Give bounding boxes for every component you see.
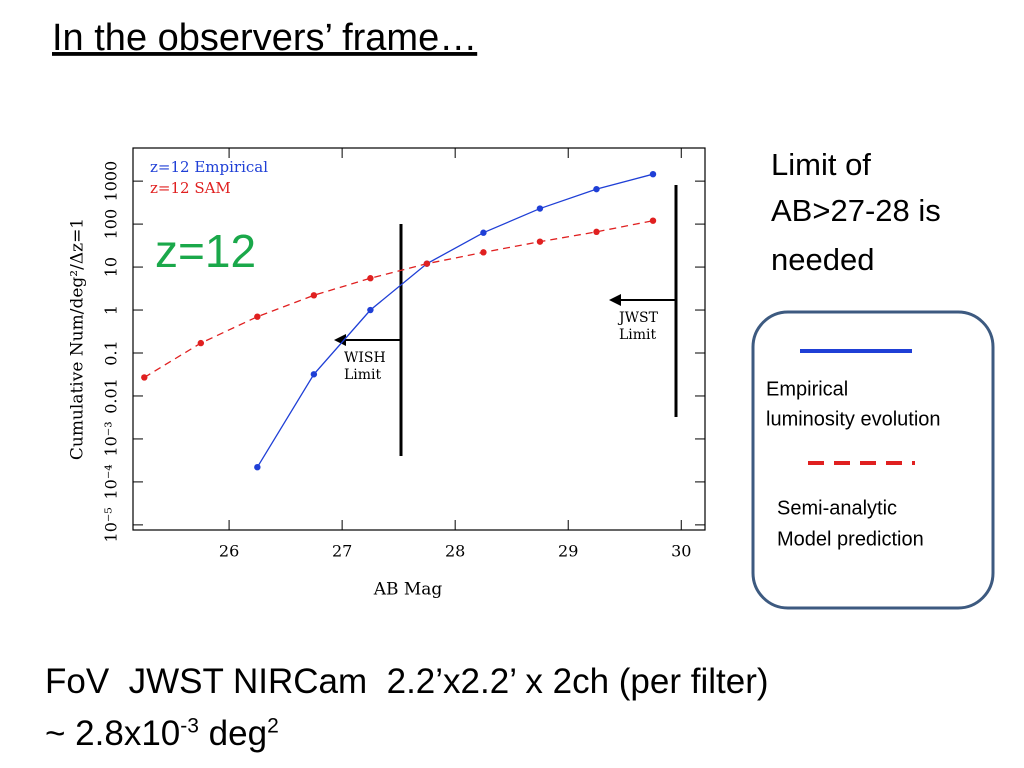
- footer-text: deg: [198, 714, 268, 753]
- x-axis-label: AB Mag: [373, 580, 443, 600]
- data-point: [480, 229, 487, 236]
- plot-frame: [132, 147, 706, 531]
- limit-label: WISH: [344, 350, 386, 366]
- y-tick-label: 10⁻⁵: [102, 507, 121, 542]
- series-line: [143, 220, 654, 378]
- data-point: [310, 371, 318, 378]
- legend-text: Semi-analytic: [777, 497, 897, 519]
- legend-box: [751, 310, 995, 610]
- limit-label: Limit: [344, 367, 382, 383]
- x-tick-label: 30: [671, 542, 691, 561]
- footer-text: ~ 2.8x10: [45, 714, 181, 753]
- limit-label: Limit: [619, 327, 657, 343]
- data-point: [536, 205, 544, 212]
- y-tick-label: 10: [102, 257, 121, 277]
- side-note: needed: [771, 242, 874, 277]
- data-point: [254, 463, 261, 471]
- x-tick-label: 29: [558, 542, 578, 561]
- legend-entry: z=12 SAM: [150, 179, 231, 197]
- footer-sup: -3: [180, 714, 199, 738]
- data-point: [593, 185, 600, 193]
- slide-title: In the observers’ frame…: [52, 17, 477, 59]
- wish-arrowhead: [334, 334, 346, 346]
- x-tick-label: 28: [445, 542, 465, 561]
- jwst-arrowhead: [609, 294, 621, 306]
- data-point: [593, 228, 600, 236]
- data-point: [367, 306, 374, 314]
- annotation: z=12: [155, 225, 256, 277]
- y-tick-label: 10⁻³: [102, 421, 121, 456]
- y-axis-label: Cumulative Num/deg²/Δz=1: [68, 218, 88, 460]
- footer-sup: 2: [267, 714, 279, 738]
- legend-text: Model prediction: [777, 528, 924, 550]
- data-point: [367, 275, 374, 282]
- side-note: Limit of: [771, 147, 871, 182]
- data-point: [310, 292, 318, 299]
- y-tick-label: 10⁻⁴: [102, 464, 121, 499]
- y-tick-label: 0.01: [102, 378, 121, 414]
- limit-label: JWST: [617, 310, 659, 326]
- y-tick-label: 1: [102, 305, 121, 315]
- x-tick-label: 26: [219, 542, 239, 561]
- data-point: [649, 217, 657, 224]
- data-point: [536, 238, 544, 245]
- series-line: [256, 173, 654, 468]
- y-tick-label: 1000: [102, 161, 121, 202]
- y-tick-label: 0.1: [102, 340, 121, 365]
- data-point: [254, 313, 261, 320]
- data-point: [141, 374, 148, 381]
- legend-text: Empirical: [766, 378, 848, 400]
- data-point: [423, 260, 431, 267]
- data-point: [197, 339, 205, 347]
- data-point: [480, 249, 487, 256]
- x-tick-label: 27: [332, 542, 352, 561]
- footer-line: ~ 2.8x10-3 deg2: [45, 714, 279, 754]
- legend-entry: z=12 Empirical: [150, 158, 268, 176]
- legend-text: luminosity evolution: [766, 408, 941, 430]
- data-point: [649, 170, 657, 178]
- side-note: AB>27-28 is: [771, 193, 941, 228]
- y-tick-label: 100: [102, 209, 121, 240]
- footer-line: FoV JWST NIRCam 2.2’x2.2’ x 2ch (per fil…: [45, 662, 769, 701]
